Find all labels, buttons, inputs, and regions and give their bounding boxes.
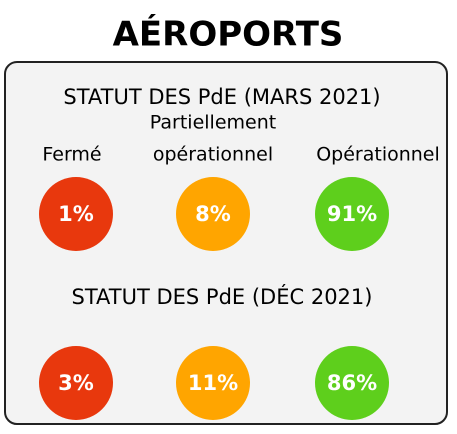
status-value: 3% — [58, 371, 94, 395]
column-label: Opérationnel — [316, 144, 440, 166]
status-circle — [39, 177, 113, 251]
status-circle — [315, 346, 389, 420]
status-circle — [39, 346, 113, 420]
status-value: 11% — [188, 371, 238, 395]
title: AÉROPORTS — [113, 14, 344, 55]
status-circle — [315, 177, 389, 251]
status-value: 8% — [195, 202, 231, 226]
section-heading: STATUT DES PdE (MARS 2021) — [63, 85, 380, 109]
status-value: 86% — [327, 371, 377, 395]
column-label: Fermé — [42, 144, 101, 166]
column-label: opérationnel — [153, 144, 273, 166]
status-value: 1% — [58, 202, 94, 226]
status-circle — [176, 177, 250, 251]
status-value: 91% — [327, 202, 377, 226]
status-circle — [176, 346, 250, 420]
section-heading: STATUT DES PdE (DÉC 2021) — [72, 284, 373, 309]
column-label: Partiellement — [150, 112, 276, 134]
